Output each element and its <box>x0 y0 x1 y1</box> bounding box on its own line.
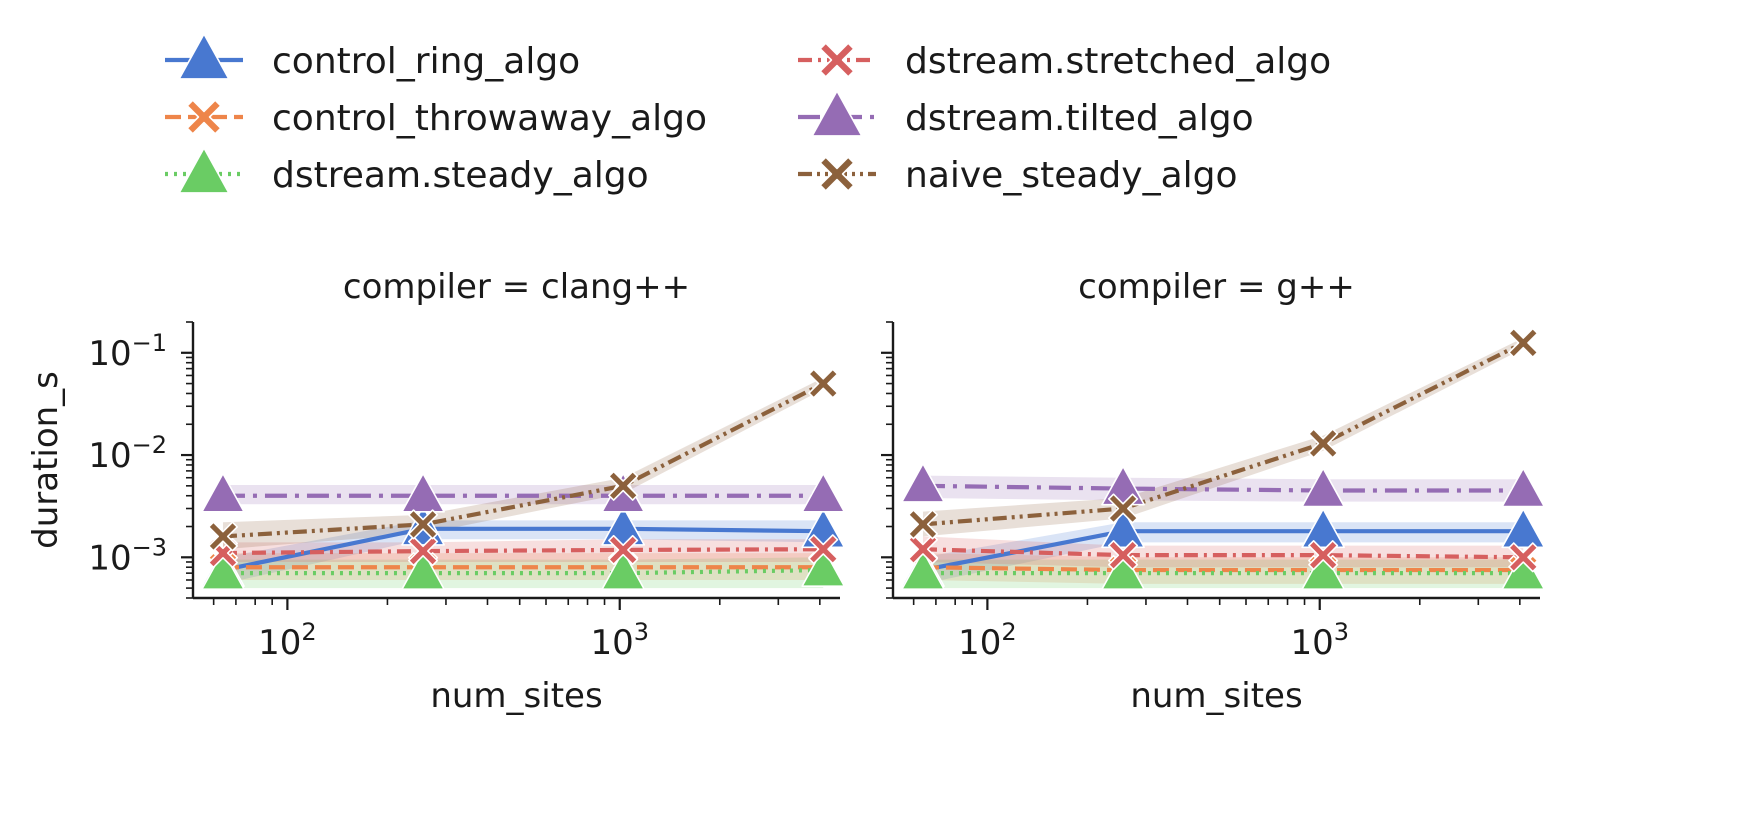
x-tick-label: 102 <box>258 618 317 663</box>
x-tick-label: 102 <box>958 618 1017 663</box>
series-line <box>222 547 824 556</box>
panel: 102 103 compiler = g++ num_sites <box>881 267 1546 716</box>
confidence-band <box>922 337 1524 537</box>
data-point <box>801 472 846 513</box>
x-axis-label: num_sites <box>1130 676 1302 716</box>
data-point <box>801 547 846 587</box>
data-point <box>608 534 639 566</box>
y-tick-label: 10−1 <box>88 329 167 374</box>
series-line <box>222 567 824 576</box>
panel: 102 103 10−3 10−2 10−1 compiler = clang++ num_… <box>26 267 846 716</box>
legend-marker <box>811 90 863 137</box>
series-line <box>222 526 824 573</box>
data-point <box>207 521 239 552</box>
legend-marker <box>186 99 222 135</box>
legend-entry: control_throwaway_algo <box>165 98 707 139</box>
series-line <box>922 547 1524 560</box>
data-point <box>1501 508 1546 549</box>
legend-entry: dstream.steady_algo <box>165 147 649 196</box>
data-point <box>1501 467 1546 508</box>
legend-marker <box>819 156 855 192</box>
legend-label: control_throwaway_algo <box>272 98 707 139</box>
data-point <box>401 550 445 591</box>
confidence-band <box>222 377 824 550</box>
legend-marker <box>178 147 230 194</box>
data-point <box>907 534 939 565</box>
y-tick-label: 10−3 <box>88 533 167 578</box>
data-point <box>201 550 245 591</box>
series-line <box>922 565 1524 573</box>
data-point <box>1301 508 1346 549</box>
panel-title: compiler = g++ <box>1078 267 1355 307</box>
legend-label: dstream.stretched_algo <box>905 41 1331 82</box>
confidence-band <box>922 522 1524 584</box>
legend-entry: naive_steady_algo <box>798 155 1238 196</box>
data-point <box>808 368 839 399</box>
data-point <box>901 550 945 591</box>
data-point <box>608 470 639 501</box>
y-tick-label: 10−2 <box>88 431 167 476</box>
data-point <box>1107 493 1139 524</box>
confidence-band <box>222 520 824 584</box>
data-point <box>1107 540 1139 571</box>
legend-entry: dstream.stretched_algo <box>798 41 1331 82</box>
data-point <box>1301 467 1346 508</box>
panel-title: compiler = clang++ <box>343 267 690 307</box>
legend: control_ring_algocontrol_throwaway_algod… <box>165 33 1331 196</box>
confidence-band <box>922 536 1524 568</box>
legend-label: naive_steady_algo <box>905 155 1238 196</box>
data-point <box>1301 550 1346 591</box>
x-tick-label: 103 <box>1290 618 1349 663</box>
data-point <box>201 472 245 513</box>
legend-marker <box>819 42 855 78</box>
legend-entry: control_ring_algo <box>165 33 580 82</box>
legend-label: control_ring_algo <box>272 41 580 82</box>
data-point <box>601 550 646 591</box>
legend-marker <box>178 33 230 80</box>
series-line <box>922 483 1524 493</box>
y-axis-label: duration_s <box>26 371 66 549</box>
data-point <box>1308 540 1339 571</box>
data-point <box>1308 428 1339 459</box>
data-point <box>1508 327 1539 358</box>
x-tick-label: 103 <box>590 618 649 663</box>
data-point <box>1101 508 1145 549</box>
legend-label: dstream.steady_algo <box>272 155 649 196</box>
data-point <box>407 509 439 540</box>
data-point <box>401 472 445 513</box>
legend-entry: dstream.tilted_algo <box>798 90 1254 139</box>
data-point <box>1101 550 1145 591</box>
x-axis-label: num_sites <box>430 676 602 716</box>
data-point <box>907 509 939 540</box>
panels: 102 103 10−3 10−2 10−1 compiler = clang++ num_… <box>26 267 1546 716</box>
confidence-band <box>222 557 824 589</box>
legend-label: dstream.tilted_algo <box>905 98 1254 139</box>
data-point <box>901 462 945 503</box>
confidence-band <box>922 559 1524 589</box>
data-point <box>1508 542 1539 573</box>
data-point <box>808 534 839 565</box>
data-point <box>407 536 439 567</box>
